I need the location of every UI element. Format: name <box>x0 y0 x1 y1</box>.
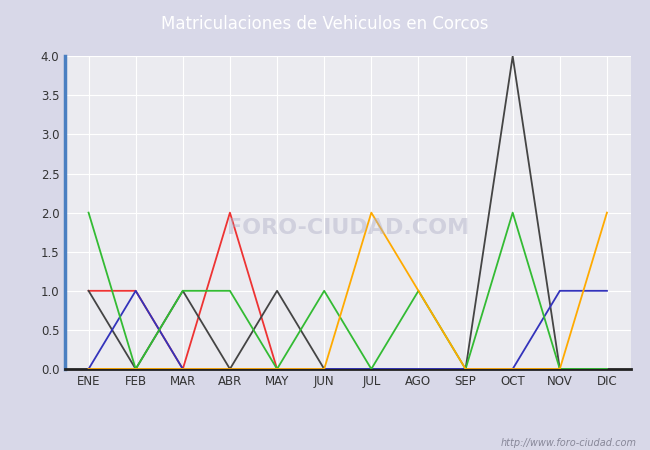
Text: FORO-CIUDAD.COM: FORO-CIUDAD.COM <box>227 218 469 238</box>
Text: Matriculaciones de Vehiculos en Corcos: Matriculaciones de Vehiculos en Corcos <box>161 14 489 33</box>
Text: http://www.foro-ciudad.com: http://www.foro-ciudad.com <box>501 438 637 448</box>
